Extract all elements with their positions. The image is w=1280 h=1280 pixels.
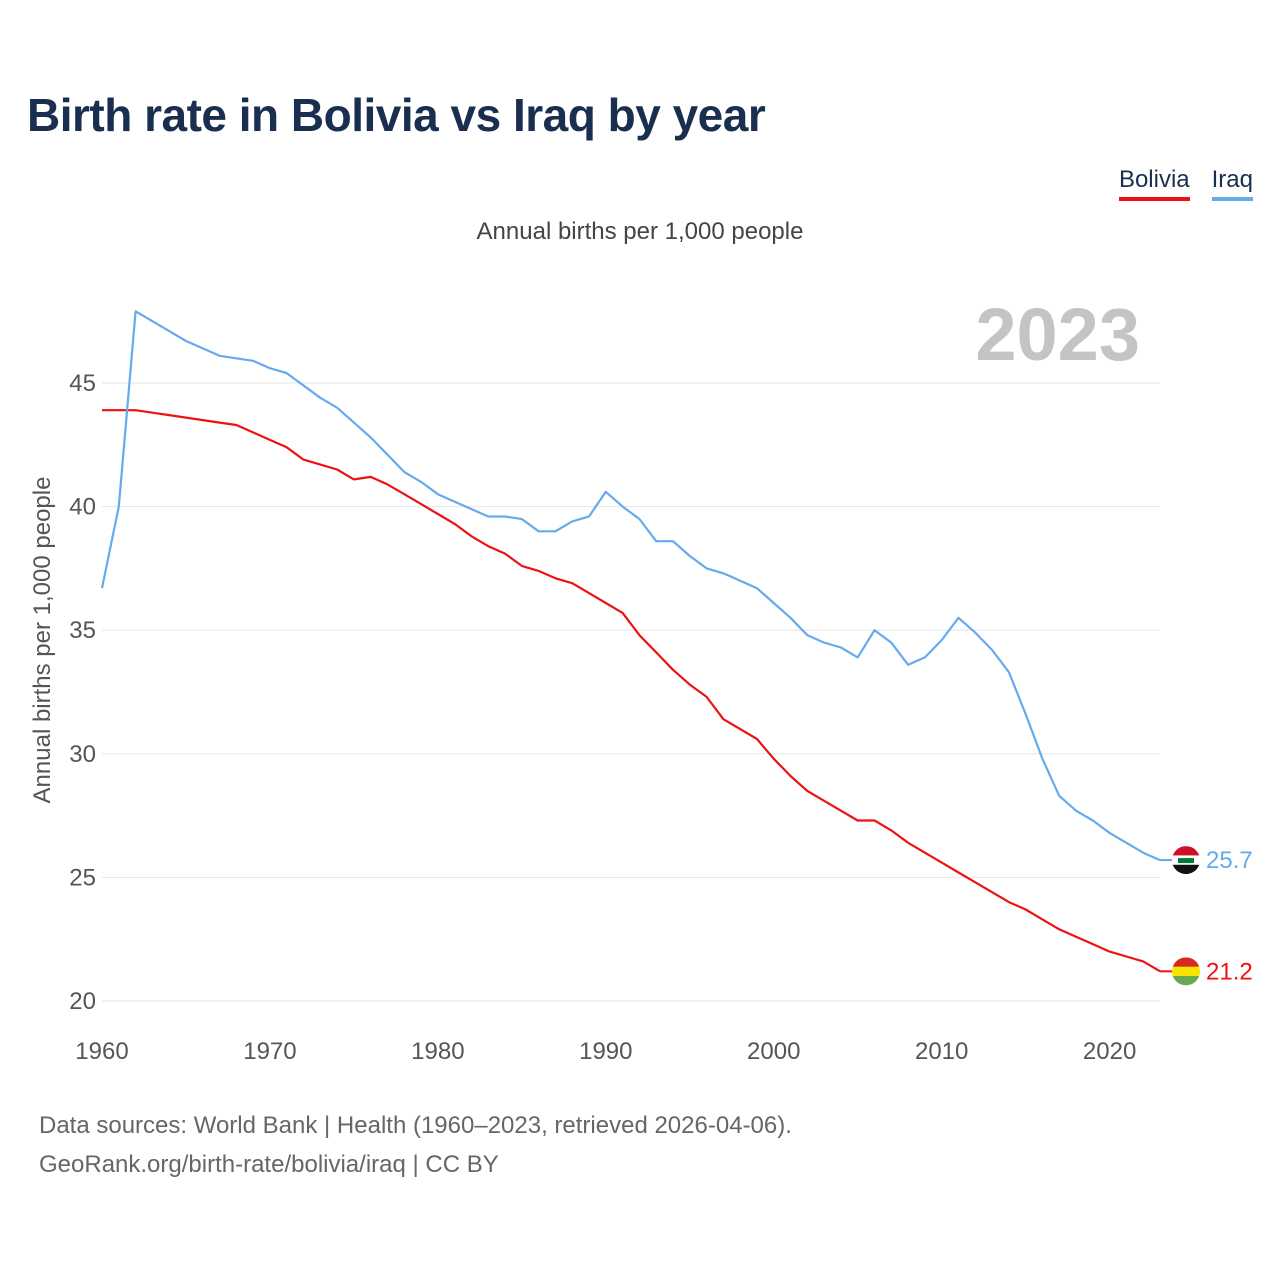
x-tick-label-2000: 2000 bbox=[747, 1038, 800, 1065]
chart-subtitle: Annual births per 1,000 people bbox=[476, 218, 804, 245]
bolivia-flag-icon bbox=[1172, 957, 1200, 986]
y-tick-label-20: 20 bbox=[69, 988, 96, 1015]
legend: Bolivia Iraq bbox=[1118, 166, 1253, 201]
end-value-label-iraq: 25.7 bbox=[1206, 847, 1253, 874]
year-watermark: 2023 bbox=[975, 293, 1140, 376]
x-tick-label-1980: 1980 bbox=[411, 1038, 464, 1065]
footer: Data sources: World Bank | Health (1960–… bbox=[39, 1106, 792, 1184]
attribution-link[interactable]: GeoRank.org/birth-rate/bolivia/iraq | CC… bbox=[39, 1151, 499, 1178]
chart-title: Birth rate in Bolivia vs Iraq by year bbox=[27, 89, 766, 141]
series-line-iraq bbox=[100, 310, 1161, 862]
x-axis-ticks: 1960 1970 1980 1990 2000 2010 2020 bbox=[75, 1038, 1136, 1065]
x-tick-label-1970: 1970 bbox=[243, 1038, 296, 1065]
x-tick-label-1960: 1960 bbox=[75, 1038, 128, 1065]
y-tick-label-45: 45 bbox=[69, 370, 96, 397]
series-lines bbox=[100, 310, 1161, 973]
y-tick-label-30: 30 bbox=[69, 741, 96, 768]
end-markers: 21.2 25.7 bbox=[1160, 846, 1253, 986]
x-tick-label-2020: 2020 bbox=[1083, 1038, 1136, 1065]
x-tick-label-1990: 1990 bbox=[579, 1038, 632, 1065]
series-line-bolivia bbox=[102, 409, 1161, 973]
iraq-flag-icon bbox=[1172, 846, 1200, 875]
y-axis-label: Annual births per 1,000 people bbox=[29, 477, 56, 804]
grid-lines bbox=[102, 382, 1160, 1002]
data-source-text: Data sources: World Bank | Health (1960–… bbox=[39, 1112, 792, 1139]
y-tick-label-25: 25 bbox=[69, 864, 96, 891]
legend-item-iraq[interactable]: Iraq bbox=[1211, 166, 1253, 201]
y-axis-ticks: 20 25 30 35 40 45 bbox=[69, 370, 96, 1015]
legend-item-bolivia[interactable]: Bolivia bbox=[1118, 166, 1190, 201]
y-tick-label-35: 35 bbox=[69, 617, 96, 644]
end-value-label-bolivia: 21.2 bbox=[1206, 958, 1253, 985]
y-tick-label-40: 40 bbox=[69, 494, 96, 521]
x-tick-label-2010: 2010 bbox=[915, 1038, 968, 1065]
